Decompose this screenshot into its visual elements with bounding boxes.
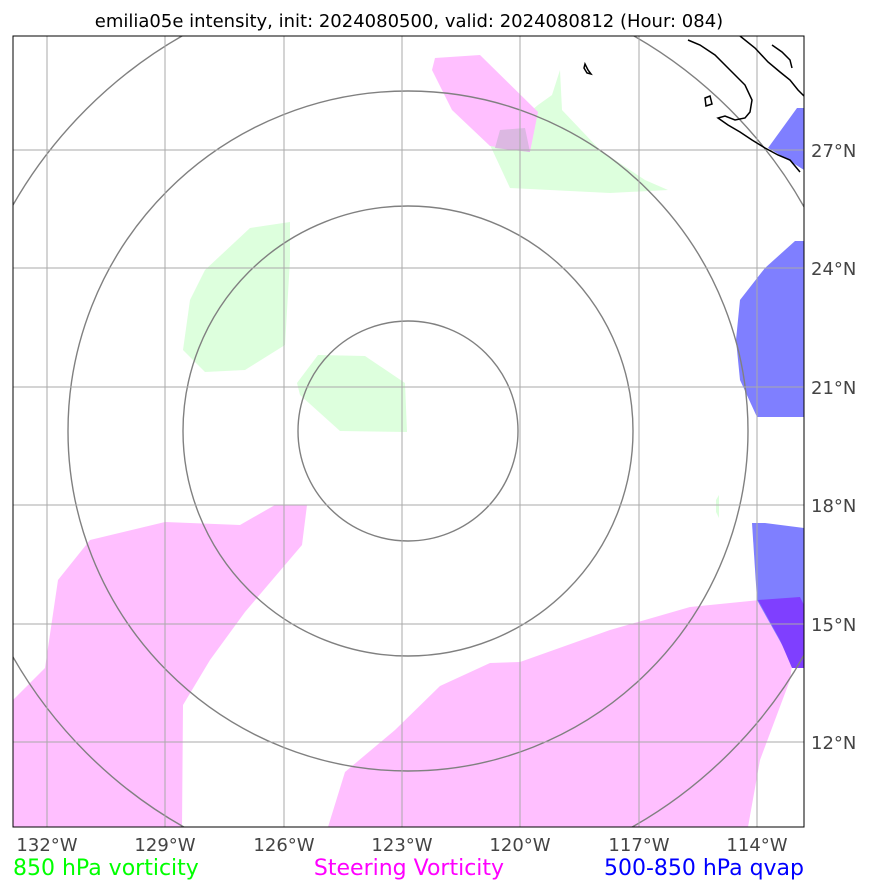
y-axis-labels: 27°N 24°N 21°N 18°N 15°N 12°N — [811, 141, 856, 754]
lon-tick-label: 126°W — [253, 835, 314, 856]
steering-patch-north — [432, 55, 538, 152]
lat-tick-label: 18°N — [811, 496, 856, 517]
steering-vorticity-field — [13, 55, 800, 827]
lon-tick-label: 114°W — [726, 835, 787, 856]
range-ring-1 — [297, 320, 519, 542]
qvap-patch-middle — [736, 241, 804, 417]
lon-tick-label: 129°W — [134, 835, 195, 856]
steering-patch-southwest — [13, 505, 307, 827]
island-cedros — [704, 94, 713, 108]
gridlines — [13, 36, 804, 827]
lat-tick-label: 21°N — [811, 378, 856, 399]
range-ring-2 — [182, 205, 634, 657]
mainland-coast — [771, 44, 793, 69]
vorticity-patch-center — [297, 355, 407, 432]
map-frame — [12, 35, 805, 828]
lat-tick-label: 12°N — [811, 733, 856, 754]
lon-tick-label: 123°W — [371, 835, 432, 856]
vorticity-patch-west — [183, 222, 290, 372]
lat-tick-label: 27°N — [811, 141, 856, 162]
range-ring-3 — [67, 90, 749, 772]
lon-tick-label: 120°W — [489, 835, 550, 856]
gulf-coast — [739, 36, 804, 97]
vorticity-patch-north — [490, 70, 668, 193]
legend-850-vorticity: 850 hPa vorticity — [13, 856, 199, 881]
qvap-steering-overlap — [758, 597, 804, 668]
x-axis-labels: 132°W 129°W 126°W 123°W 120°W 117°W 114°… — [16, 835, 787, 856]
coastline — [583, 36, 804, 173]
island-guadalupe — [583, 61, 593, 76]
legend-qvap: 500-850 hPa qvap — [604, 856, 804, 881]
lon-tick-label: 117°W — [608, 835, 669, 856]
baja-california-coast — [687, 39, 801, 173]
lon-tick-label: 132°W — [16, 835, 77, 856]
lat-tick-label: 24°N — [811, 259, 856, 280]
legend-steering-vorticity: Steering Vorticity — [314, 856, 504, 881]
qvap-field — [736, 108, 804, 668]
steering-patch-southeast — [328, 600, 800, 827]
qvap-patch-north — [768, 108, 804, 170]
legend: 850 hPa vorticity Steering Vorticity 500… — [13, 856, 804, 881]
vorticity-sliver — [716, 495, 719, 518]
lat-tick-label: 15°N — [811, 615, 856, 636]
green-magenta-overlap — [495, 128, 530, 152]
figure-title: emilia05e intensity, init: 2024080500, v… — [95, 11, 723, 32]
